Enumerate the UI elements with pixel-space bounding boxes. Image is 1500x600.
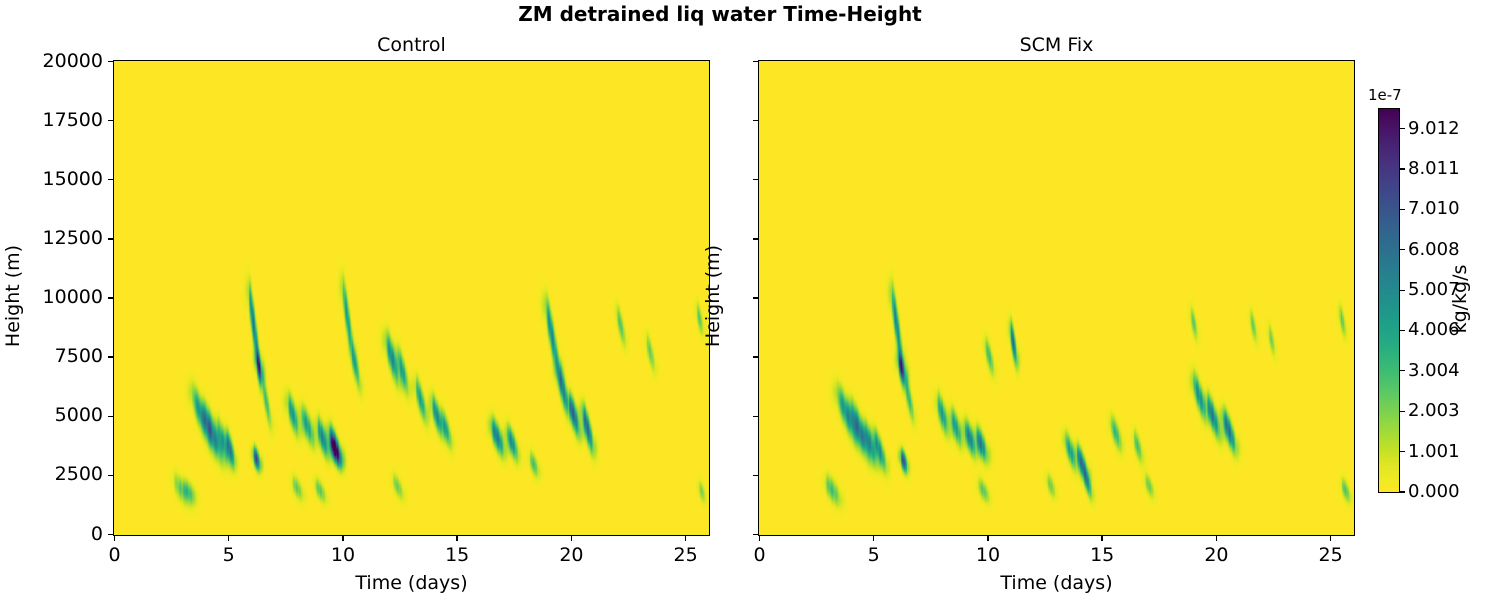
colorbar-tick-label: 5.007: [1408, 279, 1460, 301]
x-tick-label: 5: [222, 544, 235, 566]
x-axis-label-control: Time (days): [355, 572, 468, 594]
x-tick-mark: [570, 536, 573, 541]
colorbar-tick-label: 9.012: [1408, 117, 1460, 139]
x-axis-label-scm-fix: Time (days): [1000, 572, 1113, 594]
y-tick-mark: [108, 297, 113, 299]
x-tick-label: 20: [1204, 544, 1229, 566]
colorbar-tick-label: 6.008: [1408, 238, 1460, 260]
y-tick-mark: [753, 356, 758, 358]
y-tick-mark: [753, 415, 758, 417]
y-tick-mark: [108, 474, 113, 477]
y-tick-label: 0: [90, 522, 103, 545]
x-tick-label: 5: [867, 544, 880, 566]
colorbar-tick-mark: [1400, 329, 1405, 332]
heatmap-image-scm-fix: [759, 61, 1353, 534]
y-tick-label: 17500: [42, 108, 103, 131]
figure-suptitle: ZM detrained liq water Time-Height: [518, 2, 922, 26]
colorbar-tick-mark: [1400, 451, 1405, 453]
colorbar-tick-mark: [1400, 410, 1405, 412]
x-tick-mark: [1101, 536, 1103, 541]
x-tick-mark: [1329, 536, 1332, 541]
colorbar-offset-text: 1e-7: [1368, 86, 1402, 104]
y-tick-mark: [108, 415, 113, 417]
y-tick-label: 10000: [42, 286, 103, 308]
heatmap-panel-scm-fix[interactable]: [758, 60, 1355, 536]
x-tick-mark: [1215, 536, 1218, 541]
y-tick-mark: [108, 119, 113, 122]
colorbar-tick-label: 4.006: [1408, 319, 1460, 341]
x-tick-label: 0: [108, 544, 121, 566]
x-tick-mark: [342, 536, 344, 541]
x-tick-mark: [758, 536, 761, 541]
colorbar-tick-mark: [1400, 168, 1405, 170]
y-tick-label: 2500: [54, 463, 103, 486]
colorbar-tick-label: 0.000: [1408, 481, 1460, 502]
colorbar-tick-mark: [1400, 249, 1405, 251]
y-tick-mark: [753, 119, 758, 122]
y-tick-label: 20000: [42, 49, 103, 72]
x-tick-mark: [113, 536, 116, 541]
colorbar-tick-mark: [1400, 370, 1405, 372]
x-tick-label: 15: [1090, 544, 1115, 566]
y-tick-label: 15000: [42, 167, 103, 190]
y-tick-mark: [753, 474, 758, 477]
x-tick-mark: [987, 536, 989, 541]
colorbar-tick-label: 3.004: [1408, 359, 1460, 381]
heatmap-panel-control[interactable]: [113, 60, 710, 536]
y-tick-mark: [108, 238, 113, 240]
x-tick-label: 0: [753, 544, 766, 566]
panel-title-scm-fix: SCM Fix: [1019, 34, 1094, 56]
y-tick-mark: [108, 533, 113, 536]
x-tick-label: 15: [445, 544, 470, 566]
x-tick-mark: [873, 536, 875, 541]
colorbar-tick-mark: [1400, 128, 1405, 130]
x-tick-label: 10: [975, 544, 1001, 566]
y-tick-label: 5000: [54, 404, 103, 427]
y-tick-mark: [753, 179, 758, 181]
x-tick-label: 10: [330, 544, 356, 566]
y-tick-label: 7500: [54, 345, 103, 368]
y-tick-mark: [753, 60, 758, 63]
colorbar-tick-mark: [1400, 208, 1405, 210]
panel-title-control: Control: [377, 34, 446, 56]
y-tick-label: 12500: [42, 226, 103, 249]
colorbar-tick-label: 7.010: [1408, 198, 1460, 220]
x-tick-label: 20: [559, 544, 584, 566]
x-tick-mark: [456, 536, 458, 541]
colorbar-tick-label: 2.003: [1408, 400, 1460, 422]
colorbar-tick-label: 8.011: [1408, 158, 1460, 180]
x-tick-label: 25: [1318, 544, 1343, 566]
y-tick-mark: [108, 356, 113, 358]
y-tick-mark: [753, 238, 758, 240]
x-tick-mark: [684, 536, 687, 541]
x-tick-label: 25: [673, 544, 698, 566]
y-tick-mark: [753, 297, 758, 299]
y-axis-label-scm-fix: Height (m): [702, 244, 724, 348]
y-tick-mark: [108, 60, 113, 63]
colorbar[interactable]: [1378, 108, 1400, 493]
y-tick-mark: [108, 179, 113, 181]
y-tick-mark: [753, 533, 758, 536]
colorbar-tick-mark: [1400, 491, 1405, 493]
x-tick-mark: [228, 536, 230, 541]
colorbar-tick-label: 1.001: [1408, 440, 1460, 462]
colorbar-tick-mark: [1400, 289, 1405, 291]
heatmap-image-control: [114, 61, 708, 534]
colorbar-gradient: [1379, 109, 1399, 492]
